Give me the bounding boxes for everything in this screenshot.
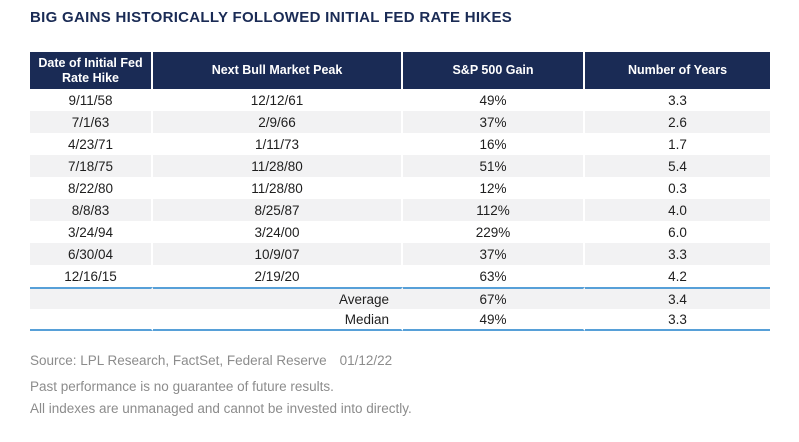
table-row: 7/1/63 2/9/66 37% 2.6: [30, 111, 770, 133]
cell-gain: 63%: [403, 265, 585, 287]
cell-peak-date: 2/19/20: [153, 265, 403, 287]
cell-gain: 49%: [403, 89, 585, 111]
table-row: 6/30/04 10/9/07 37% 3.3: [30, 243, 770, 265]
cell-empty: [30, 287, 153, 309]
cell-hike-date: 9/11/58: [30, 89, 153, 111]
cell-empty: [30, 309, 153, 331]
disclaimer-indexes-unmanaged: All indexes are unmanaged and cannot be …: [30, 401, 412, 416]
table-row: 8/8/83 8/25/87 112% 4.0: [30, 199, 770, 221]
cell-gain: 112%: [403, 199, 585, 221]
source-line: Source: LPL Research, FactSet, Federal R…: [30, 353, 392, 368]
cell-years: 3.3: [668, 246, 687, 262]
cell-hike-date: 6/30/04: [30, 243, 153, 265]
table-row: 9/11/58 12/12/61 49% 3.3: [30, 89, 770, 111]
cell-hike-date: 3/24/94: [30, 221, 153, 243]
median-row: Median 49% 3.3: [30, 309, 770, 331]
disclaimer-past-performance: Past performance is no guarantee of futu…: [30, 379, 334, 394]
cell-gain: 37%: [403, 243, 585, 265]
cell-hike-date: 8/22/80: [30, 177, 153, 199]
table-row: 8/22/80 11/28/80 12% 0.3: [30, 177, 770, 199]
table-row: 4/23/71 1/11/73 16% 1.7: [30, 133, 770, 155]
table-header: Date of Initial Fed Rate Hike Next Bull …: [30, 52, 770, 89]
column-header-sp500-gain: S&P 500 Gain: [403, 52, 585, 89]
cell-peak-date: 1/11/73: [153, 133, 403, 155]
cell-gain: 229%: [403, 221, 585, 243]
cell-years: 5.4: [668, 158, 687, 174]
cell-hike-date: 8/8/83: [30, 199, 153, 221]
cell-hike-date: 7/18/75: [30, 155, 153, 177]
column-header-number-of-years: Number of Years: [585, 52, 770, 89]
cell-hike-date: 7/1/63: [30, 111, 153, 133]
median-label: Median: [153, 309, 403, 331]
source-date: 01/12/22: [339, 353, 393, 368]
average-label: Average: [153, 287, 403, 309]
cell-years: 6.0: [668, 224, 687, 240]
cell-peak-date: 11/28/80: [153, 155, 403, 177]
cell-peak-date: 11/28/80: [153, 177, 403, 199]
cell-years: 3.3: [585, 309, 770, 331]
cell-peak-date: 2/9/66: [153, 111, 403, 133]
cell-hike-date: 4/23/71: [30, 133, 153, 155]
fed-rate-hikes-table: Date of Initial Fed Rate Hike Next Bull …: [30, 52, 770, 331]
cell-years: 1.7: [668, 136, 687, 152]
cell-gain: 37%: [403, 111, 585, 133]
cell-gain: 12%: [403, 177, 585, 199]
cell-years: 4.0: [668, 202, 687, 218]
table-row: 12/16/15 2/19/20 63% 4.2: [30, 265, 770, 287]
column-header-initial-hike-date: Date of Initial Fed Rate Hike: [30, 52, 153, 89]
cell-peak-date: 3/24/00: [153, 221, 403, 243]
disclaimers: Past performance is no guarantee of futu…: [30, 376, 412, 420]
average-row: Average 67% 3.4: [30, 287, 770, 309]
header-row: Date of Initial Fed Rate Hike Next Bull …: [30, 52, 770, 89]
cell-peak-date: 8/25/87: [153, 199, 403, 221]
cell-years: 2.6: [668, 114, 687, 130]
figure-title: BIG GAINS HISTORICALLY FOLLOWED INITIAL …: [30, 9, 513, 26]
column-header-next-bull-peak: Next Bull Market Peak: [153, 52, 403, 89]
cell-years: 4.2: [668, 268, 687, 284]
cell-gain: 16%: [403, 133, 585, 155]
table-row: 3/24/94 3/24/00 229% 6.0: [30, 221, 770, 243]
cell-gain: 49%: [403, 309, 585, 331]
cell-gain: 67%: [403, 287, 585, 309]
cell-gain: 51%: [403, 155, 585, 177]
cell-years: 0.3: [668, 180, 687, 196]
cell-peak-date: 12/12/61: [153, 89, 403, 111]
source-text: Source: LPL Research, FactSet, Federal R…: [30, 353, 327, 368]
table-body: 9/11/58 12/12/61 49% 3.3 7/1/63 2/9/66 3…: [30, 89, 770, 331]
cell-years: 3.3: [668, 92, 687, 108]
cell-hike-date: 12/16/15: [30, 265, 153, 287]
cell-years: 3.4: [585, 287, 770, 309]
table-row: 7/18/75 11/28/80 51% 5.4: [30, 155, 770, 177]
cell-peak-date: 10/9/07: [153, 243, 403, 265]
